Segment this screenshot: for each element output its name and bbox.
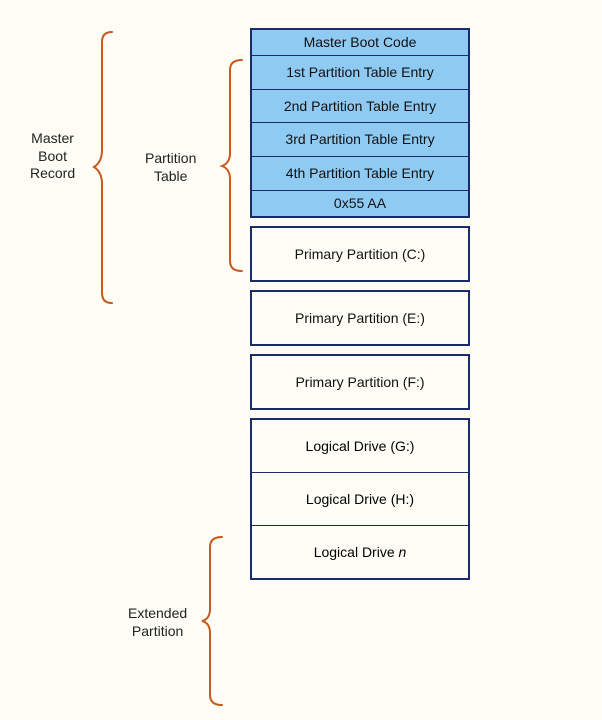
partition-entry-3: 3rd Partition Table Entry [252,123,468,157]
ext-label: Extended Partition [128,605,187,640]
partition-entry-2: 2nd Partition Table Entry [252,90,468,124]
ptable-label: Partition Table [145,150,196,185]
partition-entry-1: 1st Partition Table Entry [252,56,468,90]
partition-entry-1-label: 1st Partition Table Entry [286,64,434,80]
partition-entry-3-label: 3rd Partition Table Entry [285,131,434,147]
mbr-block: Master Boot Code 1st Partition Table Ent… [250,28,470,218]
mbr-label-2: Boot [38,148,67,164]
mbr-label-3: Record [30,165,75,181]
ext-label-1: Extended [128,605,187,621]
master-boot-code: Master Boot Code [252,30,468,56]
disk-layout-column: Master Boot Code 1st Partition Table Ent… [250,28,470,580]
mbr-label-1: Master [31,130,74,146]
partition-entry-4: 4th Partition Table Entry [252,157,468,191]
ptable-label-1: Partition [145,150,196,166]
primary-partition-f: Primary Partition (F:) [250,354,470,410]
extended-partition-block: Logical Drive (G:) Logical Drive (H:) Lo… [250,418,470,580]
mbr-signature: 0x55 AA [252,191,468,216]
primary-partition-e: Primary Partition (E:) [250,290,470,346]
partition-entry-4-label: 4th Partition Table Entry [286,165,434,181]
logical-drive-g: Logical Drive (G:) [252,420,468,473]
logical-drive-n-var: n [399,544,407,560]
logical-drive-n: Logical Drive n [252,526,468,578]
logical-drive-h: Logical Drive (H:) [252,473,468,526]
logical-drive-n-prefix: Logical Drive [314,544,399,560]
mbr-label: Master Boot Record [30,130,75,183]
ptable-bracket [222,58,244,273]
primary-partition-c: Primary Partition (C:) [250,226,470,282]
partition-entry-2-label: 2nd Partition Table Entry [284,98,436,114]
ptable-label-2: Table [154,168,187,184]
ext-bracket [202,535,224,707]
mbr-bracket [94,30,114,305]
ext-label-2: Partition [132,623,183,639]
